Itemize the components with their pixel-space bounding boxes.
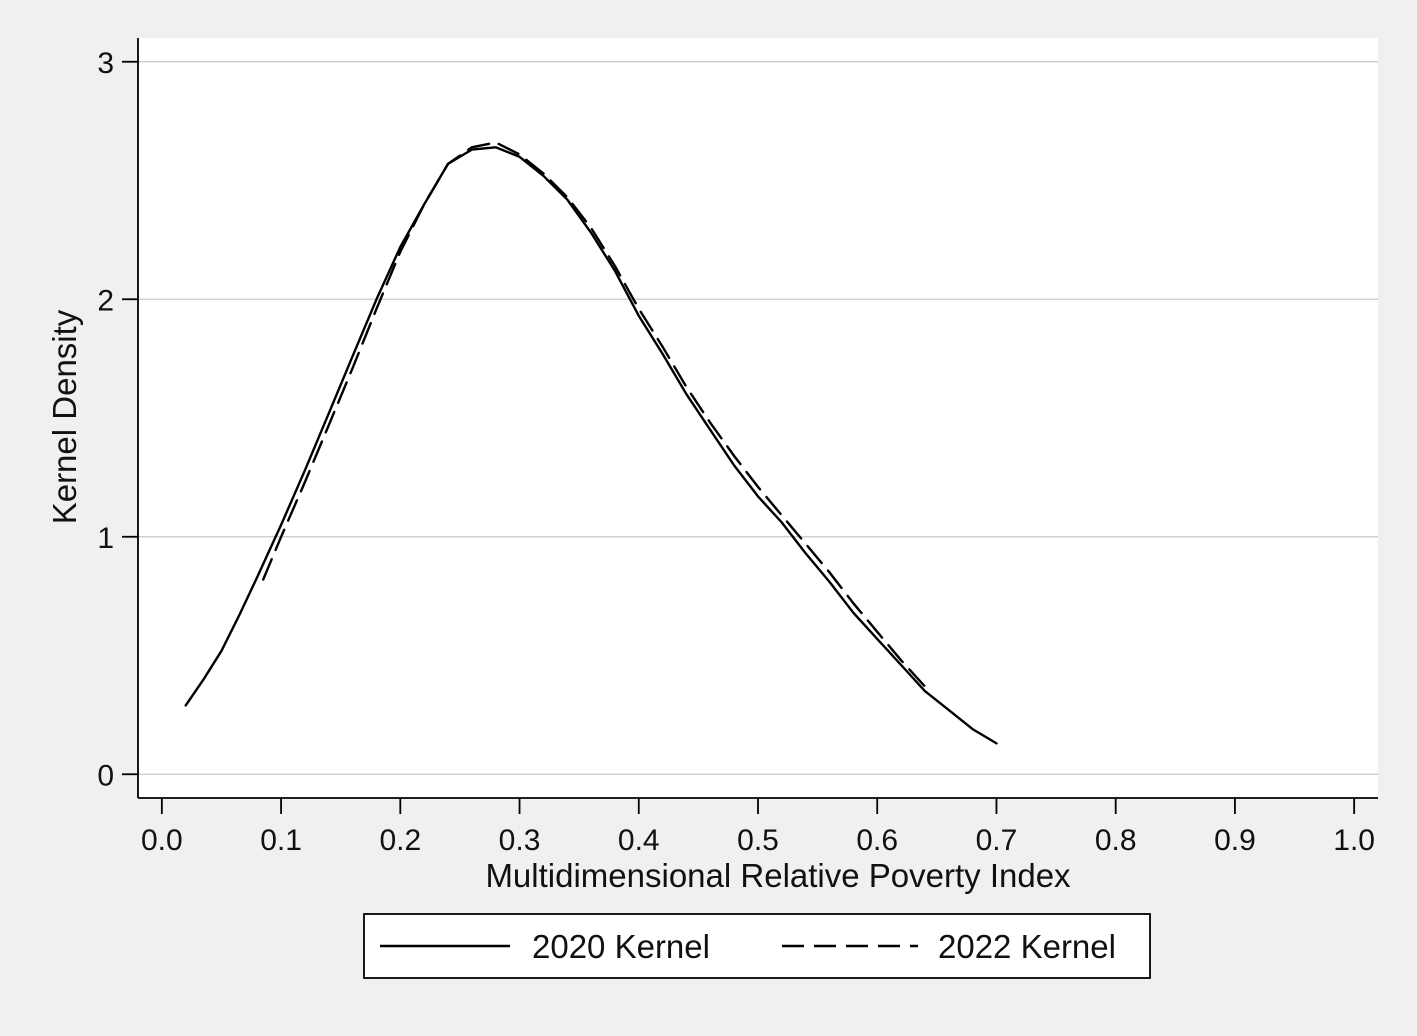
- x-tick-label: 0.1: [260, 824, 302, 857]
- y-tick-label: 2: [97, 284, 114, 317]
- x-tick-label: 1.0: [1333, 824, 1375, 857]
- axes: 0 1 2 3 0.0 0.1 0.2 0.3 0.4 0.5 0.6 0.7 0.8 0.9 1.0: [97, 38, 1378, 857]
- grid-lines: [138, 61, 1378, 775]
- legend-label-2022: 2022 Kernel: [938, 928, 1116, 965]
- plot-area: [138, 38, 1378, 798]
- x-tick-label: 0.8: [1095, 824, 1137, 857]
- series-lines: [184, 141, 998, 745]
- y-tick-label: 0: [97, 759, 114, 792]
- x-tick-label: 0.2: [379, 824, 421, 857]
- x-tick-label: 0.7: [976, 824, 1018, 857]
- legend-label-2020: 2020 Kernel: [532, 928, 710, 965]
- series-line-1: [262, 141, 927, 688]
- y-tick-label: 3: [97, 47, 114, 80]
- x-axis-label: Multidimensional Relative Poverty Index: [485, 857, 1071, 894]
- x-tick-label: 0.9: [1214, 824, 1256, 857]
- y-axis-label: Kernel Density: [46, 309, 83, 524]
- x-tick-label: 0.0: [141, 824, 183, 857]
- series-line-0: [184, 146, 998, 745]
- y-tick-label: 1: [97, 522, 114, 555]
- x-tick-label: 0.5: [737, 824, 779, 857]
- x-tick-label: 0.6: [856, 824, 898, 857]
- legend: 2020 Kernel 2022 Kernel: [363, 913, 1151, 979]
- x-tick-label: 0.3: [499, 824, 541, 857]
- x-tick-label: 0.4: [618, 824, 660, 857]
